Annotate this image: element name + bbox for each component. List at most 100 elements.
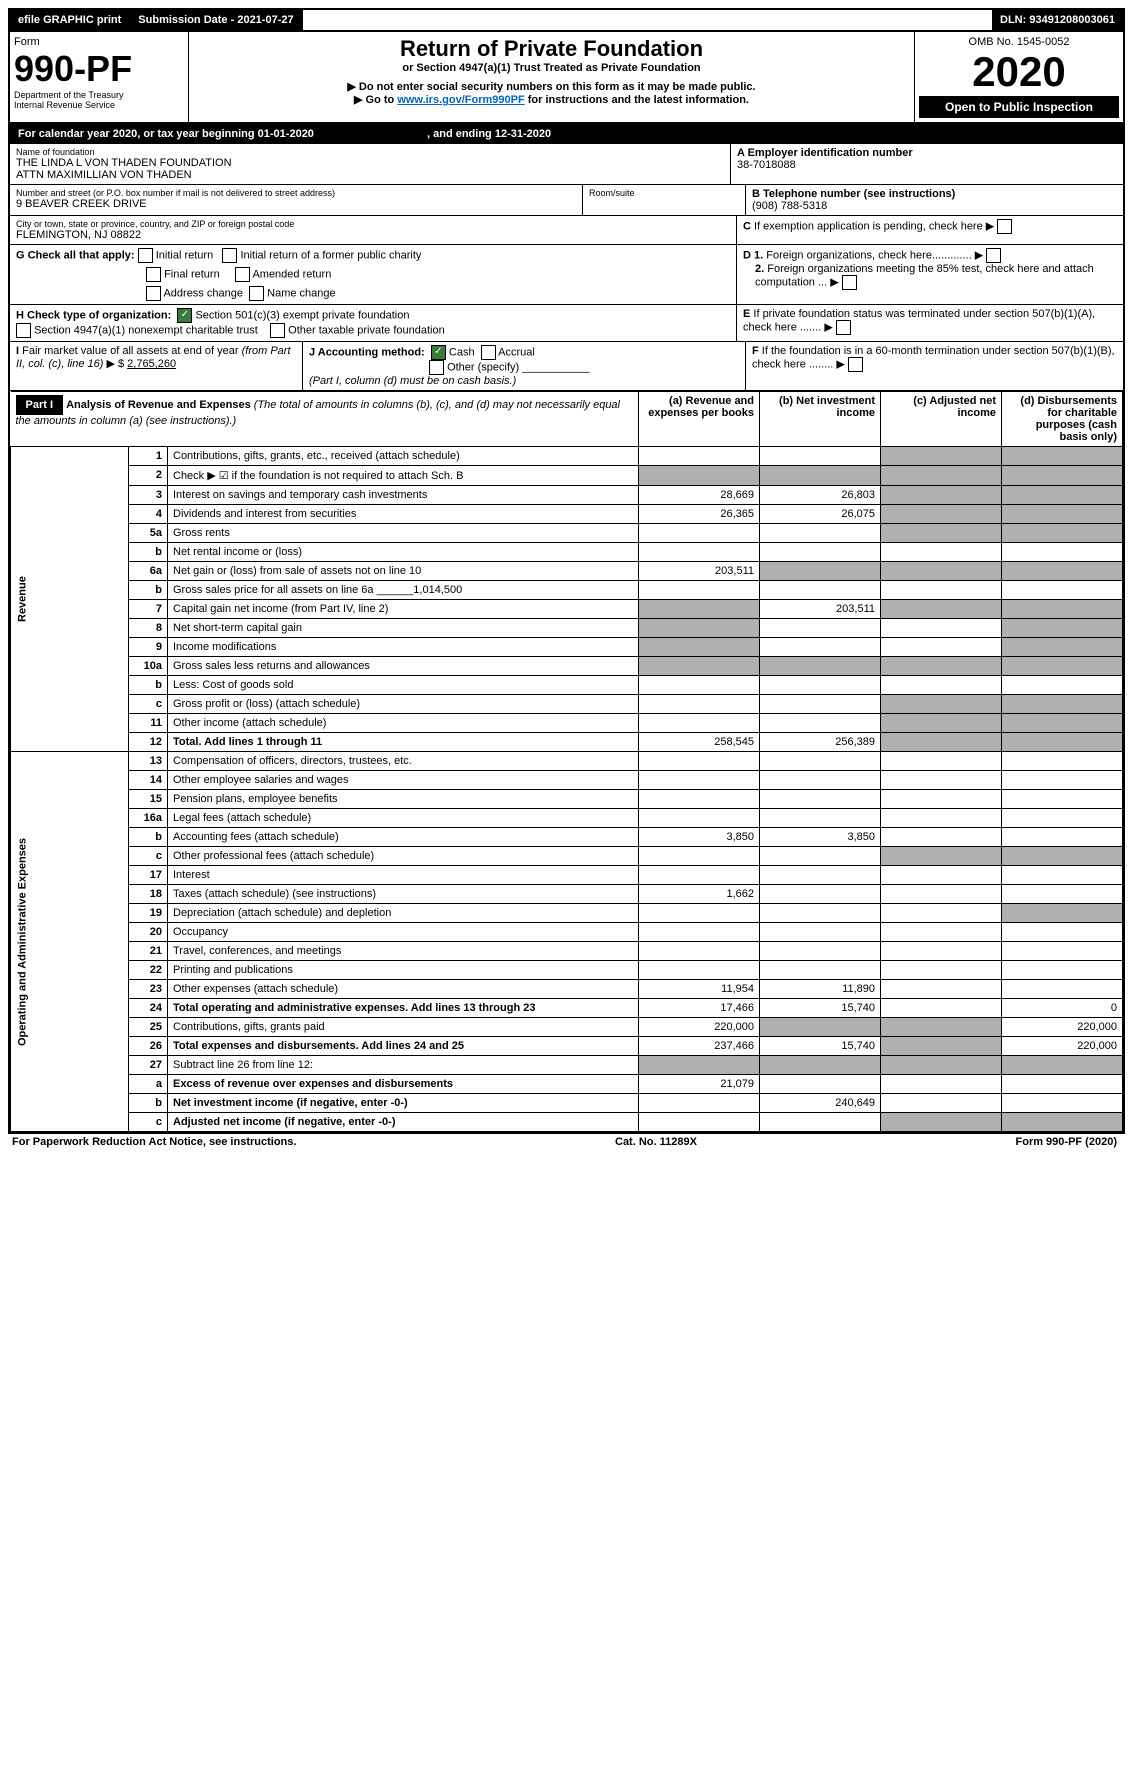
value-cell-b <box>760 581 881 600</box>
value-cell-c <box>881 695 1002 714</box>
form-subtitle: or Section 4947(a)(1) Trust Treated as P… <box>193 62 910 74</box>
form-note1: ▶ Do not enter social security numbers o… <box>193 80 910 93</box>
value-cell-c <box>881 638 1002 657</box>
value-cell-d <box>1002 942 1123 961</box>
value-cell-c <box>881 600 1002 619</box>
value-cell-d <box>1002 961 1123 980</box>
tax-year: 2020 <box>919 48 1119 96</box>
d2-row: 2. Foreign organizations meeting the 85%… <box>743 263 1117 290</box>
note2-suffix: for instructions and the latest informat… <box>525 94 749 106</box>
value-cell-c <box>881 581 1002 600</box>
j-other-checkbox[interactable] <box>429 360 444 375</box>
amended-return-checkbox[interactable] <box>235 267 250 282</box>
part1-table: Part I Analysis of Revenue and Expenses … <box>10 391 1123 1132</box>
value-cell-b <box>760 790 881 809</box>
value-cell-c <box>881 942 1002 961</box>
irs-link[interactable]: www.irs.gov/Form990PF <box>397 94 524 106</box>
table-row: 22Printing and publications <box>11 961 1123 980</box>
name-change-checkbox[interactable] <box>249 286 264 301</box>
value-cell-a <box>639 619 760 638</box>
row-description: Adjusted net income (if negative, enter … <box>168 1113 639 1132</box>
initial-return-checkbox[interactable] <box>138 248 153 263</box>
value-cell-b: 15,740 <box>760 1037 881 1056</box>
row-number: b <box>129 543 168 562</box>
row-number: 17 <box>129 866 168 885</box>
value-cell-c <box>881 657 1002 676</box>
initial-former-checkbox[interactable] <box>222 248 237 263</box>
j-cash-checkbox[interactable]: ✓ <box>431 345 446 360</box>
table-row: bNet investment income (if negative, ent… <box>11 1094 1123 1113</box>
value-cell-a <box>639 1094 760 1113</box>
col-d-header: (d) Disbursements for charitable purpose… <box>1002 392 1123 447</box>
row-description: Gross sales less returns and allowances <box>168 657 639 676</box>
table-row: 25Contributions, gifts, grants paid220,0… <box>11 1018 1123 1037</box>
row-description: Gross profit or (loss) (attach schedule) <box>168 695 639 714</box>
row-number: c <box>129 1113 168 1132</box>
value-cell-d <box>1002 524 1123 543</box>
table-row: 6aNet gain or (loss) from sale of assets… <box>11 562 1123 581</box>
value-cell-d <box>1002 600 1123 619</box>
dln-value: 93491208003061 <box>1029 14 1115 26</box>
value-cell-a: 28,669 <box>639 486 760 505</box>
table-row: 20Occupancy <box>11 923 1123 942</box>
table-row: 19Depreciation (attach schedule) and dep… <box>11 904 1123 923</box>
value-cell-d: 220,000 <box>1002 1018 1123 1037</box>
row-description: Interest on savings and temporary cash i… <box>168 486 639 505</box>
d1-checkbox[interactable] <box>986 248 1001 263</box>
i-cell: I Fair market value of all assets at end… <box>10 342 303 390</box>
value-cell-b <box>760 1075 881 1094</box>
address-phone-row: Number and street (or P.O. box number if… <box>10 185 1123 216</box>
value-cell-a <box>639 524 760 543</box>
final-return-checkbox[interactable] <box>146 267 161 282</box>
row-description: Contributions, gifts, grants, etc., rece… <box>168 447 639 466</box>
value-cell-b: 240,649 <box>760 1094 881 1113</box>
value-cell-d <box>1002 790 1123 809</box>
h-e-row: H Check type of organization: ✓ Section … <box>10 305 1123 342</box>
row-description: Gross sales price for all assets on line… <box>168 581 639 600</box>
c-checkbox[interactable] <box>997 219 1012 234</box>
value-cell-c <box>881 676 1002 695</box>
value-cell-d: 0 <box>1002 999 1123 1018</box>
h-501c3-checkbox[interactable]: ✓ <box>177 308 192 323</box>
value-cell-d <box>1002 1056 1123 1075</box>
value-cell-c <box>881 714 1002 733</box>
g-row1: G Check all that apply: Initial return I… <box>16 248 730 263</box>
table-row: 18Taxes (attach schedule) (see instructi… <box>11 885 1123 904</box>
value-cell-a <box>639 638 760 657</box>
value-cell-d <box>1002 714 1123 733</box>
j-accrual-checkbox[interactable] <box>481 345 496 360</box>
value-cell-a <box>639 657 760 676</box>
form-990pf-page: efile GRAPHIC print Submission Date - 20… <box>8 8 1125 1134</box>
value-cell-d <box>1002 695 1123 714</box>
dln-box: DLN: 93491208003061 <box>992 10 1123 30</box>
value-cell-b: 3,850 <box>760 828 881 847</box>
submission-label: Submission Date - <box>138 14 237 26</box>
value-cell-a: 237,466 <box>639 1037 760 1056</box>
row-description: Net short-term capital gain <box>168 619 639 638</box>
table-row: cAdjusted net income (if negative, enter… <box>11 1113 1123 1132</box>
form-title: Return of Private Foundation <box>193 36 910 62</box>
row-description: Travel, conferences, and meetings <box>168 942 639 961</box>
value-cell-d <box>1002 733 1123 752</box>
value-cell-a <box>639 600 760 619</box>
row-number: b <box>129 581 168 600</box>
value-cell-b <box>760 1056 881 1075</box>
e-checkbox[interactable] <box>836 320 851 335</box>
h-other-checkbox[interactable] <box>270 323 285 338</box>
address-change-label: Address change <box>163 287 243 299</box>
h-4947-checkbox[interactable] <box>16 323 31 338</box>
row-number: 13 <box>129 752 168 771</box>
address-change-checkbox[interactable] <box>146 286 161 301</box>
j-label: J Accounting method: <box>309 346 425 358</box>
addr-value: 9 BEAVER CREEK DRIVE <box>16 198 576 210</box>
foundation-name1: THE LINDA L VON THADEN FOUNDATION <box>16 157 724 169</box>
phone-cell: B Telephone number (see instructions) (9… <box>746 185 1123 215</box>
col-a-header: (a) Revenue and expenses per books <box>639 392 760 447</box>
f-checkbox[interactable] <box>848 357 863 372</box>
row-description: Interest <box>168 866 639 885</box>
row-number: 8 <box>129 619 168 638</box>
value-cell-a <box>639 790 760 809</box>
d2-checkbox[interactable] <box>842 275 857 290</box>
value-cell-a <box>639 676 760 695</box>
j-row2: Other (specify) ___________ <box>309 360 739 375</box>
